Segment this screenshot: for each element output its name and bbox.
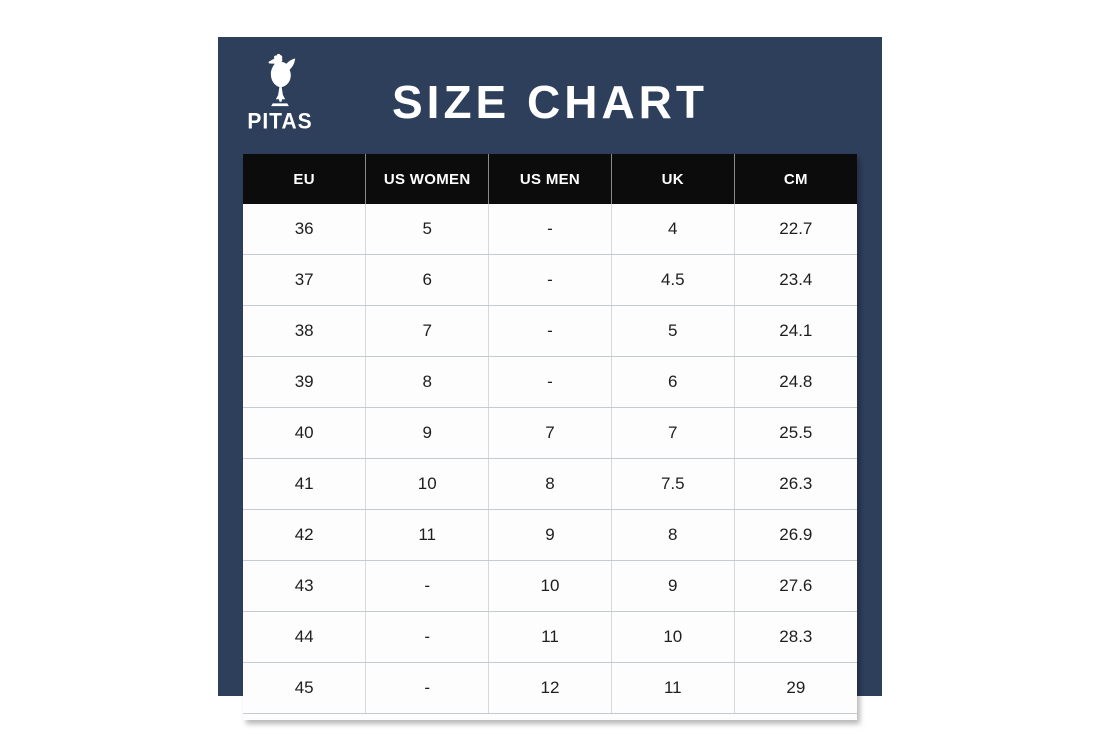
table-cell: 12 (488, 662, 612, 714)
table-cell: 27.6 (734, 560, 857, 612)
table-cell: - (488, 254, 612, 306)
table-cell: 5 (365, 204, 490, 255)
table-cell: 11 (611, 662, 735, 714)
table-cell: 4 (611, 204, 735, 255)
brand-name: PITAS (247, 109, 313, 134)
table-cell: 22.7 (734, 204, 857, 255)
table-cell: - (365, 611, 490, 663)
table-cell: - (488, 356, 612, 408)
table-row: 42 11 9 8 26.9 (243, 509, 857, 561)
table-row: 40 9 7 7 25.5 (243, 407, 857, 459)
table-cell: 7 (611, 407, 735, 459)
column-header: EU (243, 154, 367, 204)
table-row: 39 8-6 24.8 (243, 356, 857, 408)
table-cell: 28.3 (734, 611, 857, 663)
table-cell: 10 (365, 458, 490, 510)
table-cell: 11 (488, 611, 612, 663)
table-cell: 7.5 (611, 458, 735, 510)
table-cell: 7 (488, 407, 612, 459)
table-cell: 24.1 (734, 305, 857, 357)
table-cell: 29 (734, 662, 857, 714)
table-cell: 40 (243, 407, 367, 459)
table-cell: 9 (611, 560, 735, 612)
table-body: 36 5-4 22.7 37 6-4.5 23.4 38 7-5 24.1 39 8-6 24.8 40… (243, 204, 857, 714)
table-cell: 6 (365, 254, 490, 306)
table-cell: 7 (365, 305, 490, 357)
table-header-row: EU US WOMEN US MEN UK CM (243, 154, 857, 204)
table-cell: - (488, 204, 612, 255)
table-cell: 41 (243, 458, 367, 510)
column-header: UK (611, 154, 735, 204)
table-cell: 44 (243, 611, 367, 663)
size-table-grid: EU US WOMEN US MEN UK CM 36 5-4 22.7 37 6-4.5 23.… (243, 154, 857, 714)
table-row: 37 6-4.5 23.4 (243, 254, 857, 306)
table-cell: - (365, 560, 490, 612)
column-header: CM (734, 154, 857, 204)
table-cell: 10 (611, 611, 735, 663)
table-cell: 26.9 (734, 509, 857, 561)
table-cell: 39 (243, 356, 367, 408)
table-cell: 6 (611, 356, 735, 408)
column-header: US MEN (488, 154, 612, 204)
table-cell: 23.4 (734, 254, 857, 306)
table-cell: 10 (488, 560, 612, 612)
table-cell: 36 (243, 204, 367, 255)
table-cell: 5 (611, 305, 735, 357)
size-table: EU US WOMEN US MEN UK CM 36 5-4 22.7 37 6-4.5 23.… (243, 154, 857, 720)
column-header: US WOMEN (365, 154, 490, 204)
table-cell: 45 (243, 662, 367, 714)
table-cell: 9 (365, 407, 490, 459)
table-cell: 8 (488, 458, 612, 510)
table-cell: 9 (488, 509, 612, 561)
brand-logo: PITAS (236, 53, 324, 134)
table-row: 36 5-4 22.7 (243, 204, 857, 255)
table-row: 38 7-5 24.1 (243, 305, 857, 357)
table-row: 45-12 11 29 (243, 662, 857, 714)
table-row: 43-10 9 27.6 (243, 560, 857, 612)
table-header: EU US WOMEN US MEN UK CM (243, 154, 857, 204)
table-cell: - (365, 662, 490, 714)
size-chart-panel: PITAS SIZE CHART EU US WOMEN US MEN UK CM 36… (218, 37, 882, 720)
table-cell: 11 (365, 509, 490, 561)
table-cell: 42 (243, 509, 367, 561)
table-cell: 26.3 (734, 458, 857, 510)
table-row: 41 10 8 7.5 26.3 (243, 458, 857, 510)
table-cell: 38 (243, 305, 367, 357)
table-cell: 37 (243, 254, 367, 306)
table-cell: 8 (611, 509, 735, 561)
table-cell: 4.5 (611, 254, 735, 306)
table-cell: 43 (243, 560, 367, 612)
table-cell: 25.5 (734, 407, 857, 459)
table-row: 44-11 10 28.3 (243, 611, 857, 663)
rooster-icon (268, 53, 296, 107)
table-cell: 24.8 (734, 356, 857, 408)
table-cell: 8 (365, 356, 490, 408)
table-cell: - (488, 305, 612, 357)
page-title: SIZE CHART (392, 76, 708, 128)
